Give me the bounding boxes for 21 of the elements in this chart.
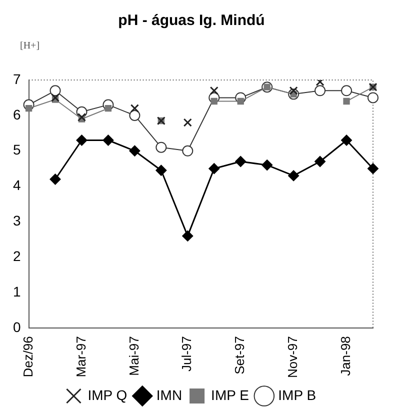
x-tick-label: Mar-97 — [73, 336, 88, 378]
y-tick-label: 0 — [12, 318, 21, 335]
legend-label: IMN — [156, 386, 182, 403]
y-tick-label: 6 — [12, 106, 21, 122]
legend-label: IMP E — [211, 386, 249, 403]
x-tick-label: Mai-97 — [126, 336, 142, 376]
x-tick-label: Dez/96 — [20, 336, 36, 378]
x-tick-label: Set-97 — [232, 336, 248, 374]
legend-label: IMP B — [278, 386, 316, 403]
y-tick-label: 2 — [12, 248, 21, 264]
y-tick-label: 4 — [12, 177, 21, 194]
y-tick-label: 1 — [12, 284, 21, 300]
y-axis-title: [H+] — [20, 40, 40, 52]
legend-label: IMP Q — [88, 386, 128, 403]
y-tick-label: 3 — [12, 212, 21, 229]
y-tick-label: 5 — [12, 142, 21, 158]
x-tick-label: Jul-97 — [179, 336, 194, 372]
x-tick-label: Jan-98 — [338, 336, 354, 376]
y-tick-label: 7 — [12, 70, 21, 87]
x-tick-label: Nov-97 — [285, 336, 300, 378]
chart-title: pH - águas Ig. Mindú — [118, 12, 265, 30]
